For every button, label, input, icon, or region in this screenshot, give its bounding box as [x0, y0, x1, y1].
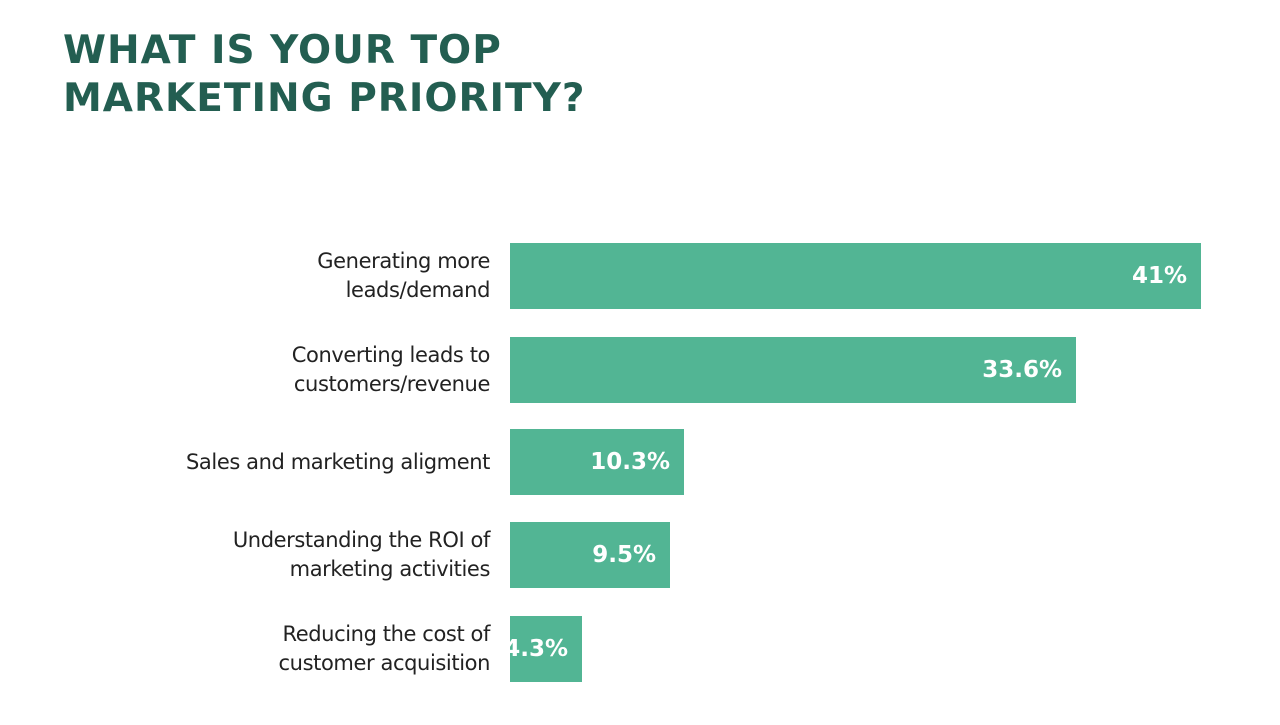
category-label: Sales and marketing aligment	[185, 449, 490, 474]
category-label: Understanding the ROI of marketing activi…	[232, 528, 491, 581]
chart-title: WHAT IS YOUR TOP MARKETING PRIORITY?	[63, 27, 586, 123]
bar-row: Sales and marketing aligment 10.3%	[0, 429, 1280, 495]
category-label: Reducing the cost of customer acquisition	[278, 622, 491, 675]
bar-row: Understanding the ROI of marketing activi…	[0, 522, 1280, 588]
bar: 4.3%	[504, 616, 582, 682]
value-label: 41%	[1131, 263, 1187, 289]
value-label: 33.6%	[982, 357, 1062, 383]
bar: 33.6%	[510, 337, 1076, 403]
title-line-1: WHAT IS YOUR TOP	[63, 28, 502, 73]
category-label: Generating more leads/demand	[317, 249, 490, 302]
bar-row: Generating more leads/demand 41%	[0, 243, 1280, 309]
value-label: 10.3%	[590, 449, 670, 475]
bar-row: Reducing the cost of customer acquisition…	[0, 616, 1280, 682]
bar: 9.5%	[510, 522, 670, 588]
value-label: 9.5%	[592, 542, 656, 568]
value-label: 4.3%	[504, 636, 568, 662]
title-line-2: MARKETING PRIORITY?	[63, 76, 586, 121]
bar: 41%	[510, 243, 1201, 309]
bar-row: Converting leads to customers/revenue 33.…	[0, 337, 1280, 403]
category-label: Converting leads to customers/revenue	[291, 343, 491, 396]
bar: 10.3%	[510, 429, 684, 495]
